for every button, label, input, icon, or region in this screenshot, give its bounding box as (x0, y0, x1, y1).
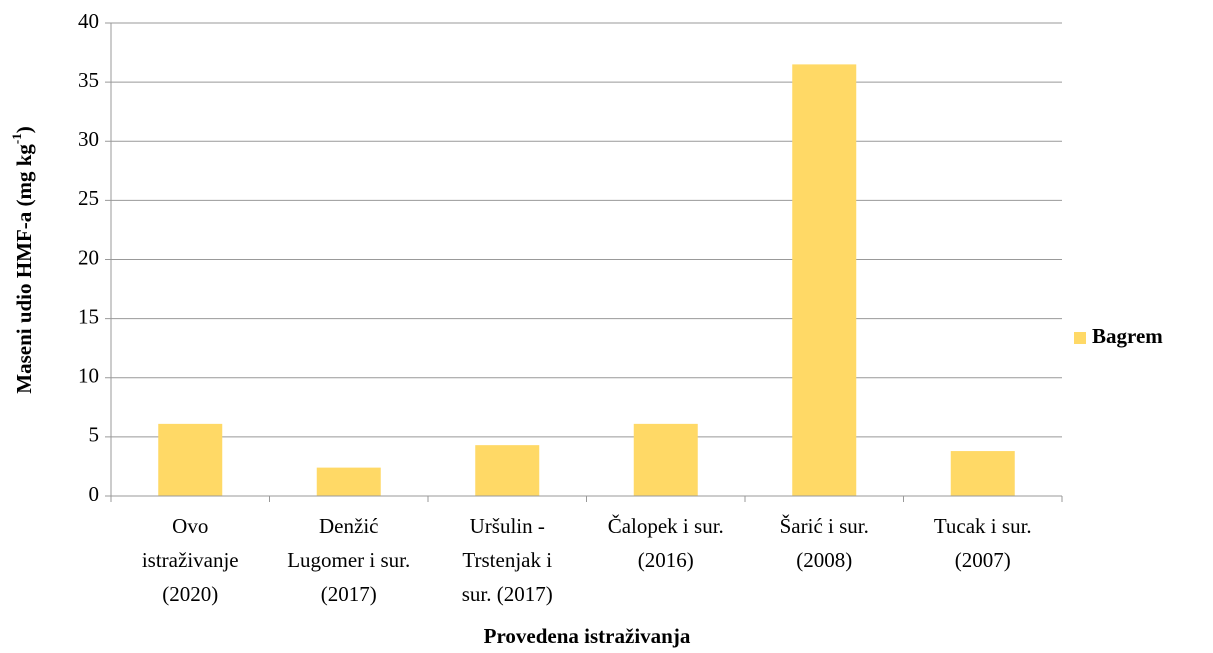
y-tick-label: 20 (78, 245, 99, 269)
x-tick-label: Čalopek i sur. (608, 514, 724, 538)
y-axis-label-suffix: ) (12, 126, 36, 133)
x-tick-label: istraživanje (142, 548, 239, 572)
y-tick-label: 25 (78, 186, 99, 210)
bar (950, 451, 1015, 496)
y-tick-label: 5 (89, 423, 100, 447)
legend-label: Bagrem (1092, 324, 1163, 348)
x-tick-label: (2020) (162, 582, 218, 606)
y-tick-label: 0 (89, 482, 100, 506)
x-tick-label: Uršulin - (470, 514, 545, 538)
x-tick-label: Trstenjak i (462, 548, 552, 572)
legend-swatch (1074, 332, 1086, 344)
y-axis-label: Maseni udio HMF-a (mg kg-1) (9, 126, 36, 394)
bar (316, 467, 381, 496)
y-axis-label-superscript: -1 (9, 133, 24, 144)
x-tick-label: (2017) (321, 582, 377, 606)
bar (792, 64, 857, 496)
y-tick-label: 30 (78, 127, 99, 151)
x-tick-label: Šarić i sur. (780, 514, 869, 538)
x-tick-label: Ovo (172, 514, 208, 538)
x-tick-label: Lugomer i sur. (287, 548, 410, 572)
y-tick-label: 15 (78, 304, 99, 328)
x-tick-label: (2007) (955, 548, 1011, 572)
bar (633, 423, 698, 496)
y-tick-label: 10 (78, 364, 99, 388)
bar (475, 445, 540, 496)
bar (158, 423, 223, 496)
x-tick-label: Denžić (319, 514, 378, 538)
x-tick-label: (2008) (796, 548, 852, 572)
x-axis-label: Provedena istraživanja (484, 624, 691, 648)
x-tick-label: sur. (2017) (462, 582, 553, 606)
y-tick-label: 35 (78, 68, 99, 92)
x-tick-label: (2016) (638, 548, 694, 572)
x-tick-label: Tucak i sur. (934, 514, 1032, 538)
y-axis-label-text: Maseni udio HMF-a (mg kg (12, 144, 36, 394)
y-tick-label: 40 (78, 9, 99, 33)
